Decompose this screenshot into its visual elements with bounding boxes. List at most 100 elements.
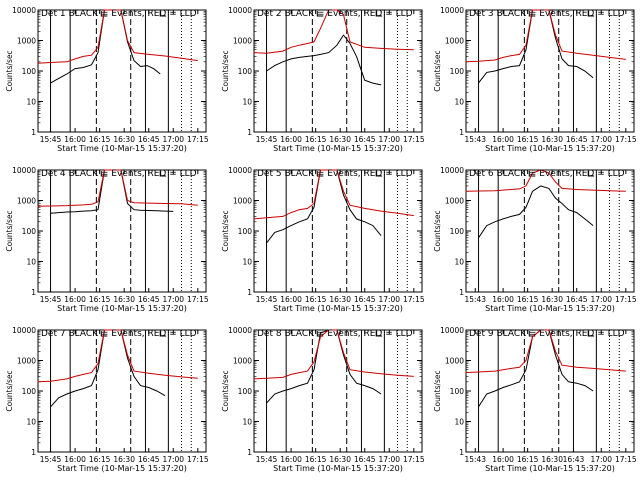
y-tick-label: 1	[31, 448, 36, 457]
x-tick-label: 16:45	[138, 295, 160, 304]
bracket-mark	[375, 331, 383, 337]
bracket-mark	[159, 171, 167, 177]
bracket-mark	[587, 171, 595, 177]
x-axis-label: Start Time (10-Mar-15 15:37:20)	[57, 464, 187, 473]
y-tick-label: 10	[454, 418, 464, 427]
y-tick-label: 10	[242, 418, 252, 427]
panel-3: 1 10 100 1000 10000 15:43 16:00 16:15 16:30 16:45…	[433, 6, 637, 153]
x-tick-label: 17:15	[187, 455, 209, 464]
x-tick-label: 15:45	[256, 455, 278, 464]
x-tick-label: 17:15	[403, 135, 425, 144]
panel-6: 1 10 100 1000 10000 15:43 16:00 16:15 16:30 16:45…	[433, 166, 637, 313]
x-tick-label: 16:00	[64, 295, 86, 304]
y-tick-label: 1000	[233, 197, 252, 206]
panel-title: Det 7 BLACK = Events, RED = LLD	[41, 329, 197, 339]
y-axis-label: Counts/sec	[5, 210, 14, 251]
lld-series-line	[465, 169, 626, 192]
y-tick-label: 1	[459, 288, 464, 297]
y-tick-label: 100	[450, 227, 465, 236]
x-tick-label: 15:43	[464, 455, 486, 464]
panel-title: Det 3 BLACK = Events, RED = LLD	[469, 9, 625, 19]
bracket-mark	[159, 11, 167, 17]
y-tick-label: 1	[247, 288, 252, 297]
x-tick-label: 16:00	[492, 455, 514, 464]
y-tick-label: 10000	[12, 6, 36, 15]
plot-frame	[37, 9, 207, 133]
y-tick-label: 100	[238, 67, 253, 76]
y-axis-label: Counts/sec	[221, 50, 230, 91]
panel-title: Det 8 BLACK = Events, RED = LLD	[257, 329, 413, 339]
x-tick-label: 16:30	[541, 295, 563, 304]
plot-frame	[253, 9, 423, 133]
x-tick-label: 16:00	[280, 295, 302, 304]
x-axis-label: Start Time (10-Mar-15 15:37:20)	[485, 144, 615, 153]
x-tick-label: 16:00	[280, 455, 302, 464]
x-tick-label: 16:43	[563, 455, 585, 464]
y-axis-label: Counts/sec	[5, 50, 14, 91]
y-tick-label: 1	[247, 128, 252, 137]
bracket-mark	[100, 11, 108, 17]
y-tick-label: 1000	[233, 37, 252, 46]
y-axis-label: Counts/sec	[5, 370, 14, 411]
panel-4: 1 10 100 1000 10000 15:45 16:00 16:15 16:30 16:45…	[5, 166, 209, 313]
x-tick-label: 16:45	[354, 135, 376, 144]
x-tick-label: 15:45	[40, 455, 62, 464]
x-tick-label: 16:00	[64, 135, 86, 144]
x-tick-label: 16:30	[541, 455, 563, 464]
x-tick-label: 17:00	[590, 295, 612, 304]
y-tick-label: 1	[459, 128, 464, 137]
x-tick-label: 17:15	[615, 295, 637, 304]
x-tick-label: 16:00	[280, 135, 302, 144]
y-tick-label: 10	[26, 418, 36, 427]
plot-frame	[37, 169, 207, 293]
panel-5: 1 10 100 1000 10000 15:45 16:00 16:15 16:30 16:45…	[221, 166, 425, 313]
x-tick-label: 16:00	[64, 455, 86, 464]
x-tick-label: 17:15	[615, 135, 637, 144]
y-tick-label: 1	[31, 128, 36, 137]
x-axis-label: Start Time (10-Mar-15 15:37:20)	[485, 304, 615, 313]
y-tick-label: 10000	[228, 326, 252, 335]
x-tick-label: 16:45	[138, 455, 160, 464]
y-tick-label: 1000	[17, 197, 36, 206]
x-tick-label: 16:30	[113, 455, 135, 464]
y-tick-label: 10	[26, 98, 36, 107]
x-tick-label: 17:15	[615, 455, 637, 464]
bracket-mark	[587, 11, 595, 17]
panel-title: Det 1 BLACK = Events, RED = LLD	[41, 9, 197, 19]
plot-frame	[465, 329, 635, 453]
x-tick-label: 17:00	[590, 455, 612, 464]
x-tick-label: 16:00	[492, 135, 514, 144]
events-series-line	[478, 9, 594, 84]
x-axis-label: Start Time (10-Mar-15 15:37:20)	[273, 464, 403, 473]
y-tick-label: 1000	[445, 197, 464, 206]
bracket-mark	[316, 11, 324, 17]
lld-series-line	[37, 329, 198, 383]
bracket-mark	[587, 331, 595, 337]
events-series-line	[266, 34, 382, 86]
x-tick-label: 16:30	[113, 295, 135, 304]
lld-series-line	[465, 9, 626, 63]
panel-title: Det 9 BLACK = Events, RED = LLD	[469, 329, 625, 339]
bracket-mark	[100, 331, 108, 337]
x-tick-label: 16:15	[89, 455, 111, 464]
x-tick-label: 15:43	[464, 135, 486, 144]
x-tick-label: 16:15	[305, 455, 327, 464]
y-tick-label: 10000	[440, 166, 464, 175]
x-tick-label: 16:15	[517, 455, 539, 464]
x-tick-label: 16:45	[354, 295, 376, 304]
y-axis-label: Counts/sec	[433, 210, 442, 251]
y-tick-label: 10000	[440, 6, 464, 15]
bracket-mark	[528, 171, 536, 177]
events-series-line	[50, 329, 166, 408]
x-tick-label: 17:15	[187, 135, 209, 144]
y-tick-label: 1000	[17, 357, 36, 366]
events-series-line	[478, 329, 594, 408]
bracket-mark	[316, 171, 324, 177]
x-tick-label: 16:30	[329, 295, 351, 304]
events-series-line	[50, 9, 161, 84]
lld-series-line	[253, 329, 414, 380]
x-tick-label: 16:30	[113, 135, 135, 144]
bracket-mark	[159, 331, 167, 337]
x-tick-label: 15:45	[40, 295, 62, 304]
